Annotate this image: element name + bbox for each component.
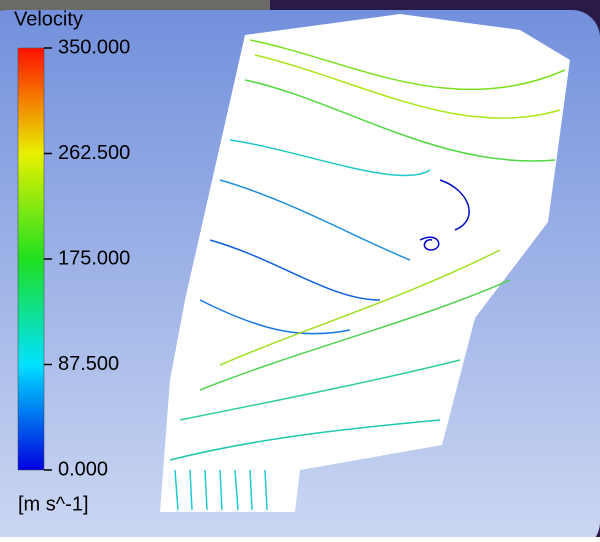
- tick-label: 0.000: [58, 458, 108, 480]
- screenshot: Velocity [m s^-1] 350.000 262.500 175.000 8…: [0, 0, 600, 537]
- colorbar-title: Velocity: [14, 8, 83, 30]
- tick-label: 175.000: [58, 247, 130, 269]
- colorbar-unit: [m s^-1]: [18, 493, 89, 515]
- tick-label: 262.500: [58, 142, 130, 164]
- page: Velocity [m s^-1] 350.000 262.500 175.000 8…: [0, 0, 600, 537]
- colorbar: [18, 48, 44, 470]
- tick-label: 350.000: [58, 36, 130, 58]
- tick-label: 87.500: [58, 353, 119, 375]
